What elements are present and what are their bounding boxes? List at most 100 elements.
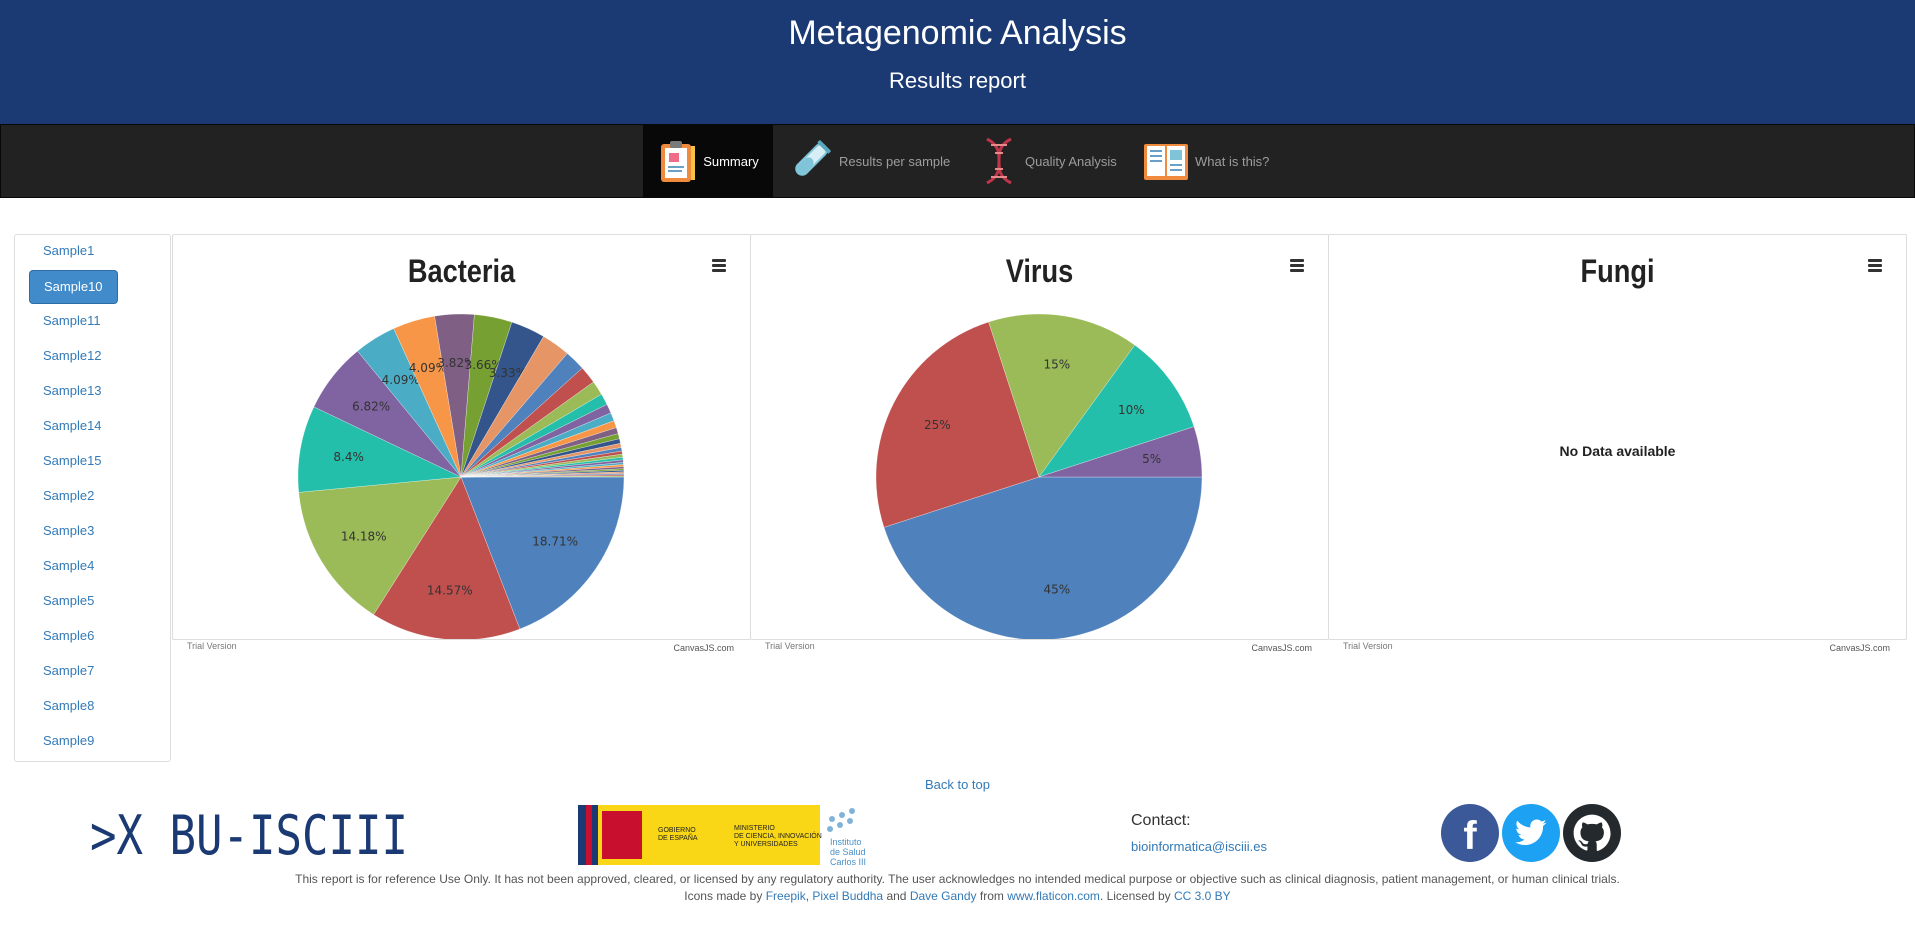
dave-gandy-link[interactable]: Dave Gandy <box>909 889 977 903</box>
chart-menu-icon[interactable] <box>1868 259 1882 272</box>
credit-from: from <box>979 889 1004 903</box>
pie-slice[interactable] <box>1038 426 1203 478</box>
pie-slice-label: 18.71% <box>532 534 578 548</box>
pie-slice-label: 45% <box>1044 583 1071 597</box>
pie-slice[interactable] <box>1038 344 1195 478</box>
trial-version-label: Trial Version <box>765 641 815 651</box>
sidebar-item-sample10[interactable]: Sample10 <box>29 270 118 304</box>
pie-slice-label: 10% <box>1118 403 1145 417</box>
sidebar-item-sample14[interactable]: Sample14 <box>43 418 102 433</box>
virus-chart-title: Virus <box>1005 253 1074 289</box>
pie-slice-label: 4.09% <box>382 373 420 387</box>
credit-licensed: . Licensed by <box>1099 889 1171 903</box>
tab-results-per-sample[interactable]: Results per sample <box>787 125 950 197</box>
bacteria-chart-panel: Bacteria 18.71% 14.57% 14.18% 8.4% 6.82% 4.09… <box>172 234 751 653</box>
sidebar-item-sample6[interactable]: Sample6 <box>43 628 95 643</box>
bu-isciii-logo-text: >X_BU-ISCIII <box>90 806 408 862</box>
sidebar-item-sample3[interactable]: Sample3 <box>43 523 95 538</box>
ministry-text-3: Y UNIVERSIDADES <box>734 841 798 848</box>
dna-icon <box>986 137 1012 185</box>
pie-slice-label: 8.4% <box>333 450 364 464</box>
sidebar-item-sample1[interactable]: Sample1 <box>43 243 95 258</box>
tab-summary-label: Summary <box>703 153 759 169</box>
pie-slice-label: 4.09% <box>409 361 447 375</box>
pie-slice-label: 3.33% <box>489 366 527 380</box>
pie-slice[interactable] <box>373 476 521 639</box>
tab-what-is-this-label: What is this? <box>1195 153 1270 169</box>
page-subtitle: Results report <box>889 68 1026 93</box>
tab-quality-analysis[interactable]: Quality Analysis <box>979 125 1117 197</box>
pie-slice[interactable] <box>988 313 1136 478</box>
virus-chart-panel: Virus 45% 25% 15% 10% 5% Trial Version Canva… <box>750 234 1329 653</box>
tab-what-is-this[interactable]: What is this? <box>1143 125 1269 197</box>
sidebar-item-sample15[interactable]: Sample15 <box>43 453 102 468</box>
sidebar-item-sample7[interactable]: Sample7 <box>43 663 95 678</box>
bacteria-pie-chart: 18.71%14.57%14.18%8.4%6.82%4.09%4.09%3.8… <box>297 313 625 639</box>
icon-credits: Icons made by Freepik, Pixel Buddha and … <box>0 888 1915 905</box>
clipboard-icon <box>661 141 696 182</box>
government-logo: GOBIERNO DE ESPAÑA MINISTERIO DE CIENCIA… <box>578 805 866 867</box>
sidebar-item-sample13[interactable]: Sample13 <box>43 383 102 398</box>
license-link[interactable]: CC 3.0 BY <box>1173 889 1231 903</box>
page-header: Metagenomic Analysis Results report <box>0 0 1915 124</box>
gov-text-1: GOBIERNO <box>658 827 696 834</box>
ministry-text-1: MINISTERIO <box>734 825 775 832</box>
facebook-icon[interactable]: f <box>1441 804 1499 862</box>
tab-results-per-sample-label: Results per sample <box>839 153 951 169</box>
top-navbar: Summary Results per sample Quality Analy… <box>0 124 1915 198</box>
icons-prefix: Icons made by <box>684 889 763 903</box>
fungi-chart-title: Fungi <box>1580 253 1655 289</box>
pie-slice-label: 25% <box>924 418 951 432</box>
pie-slice[interactable] <box>460 475 625 478</box>
no-data-message: No Data available <box>1559 443 1676 459</box>
flaticon-link[interactable]: www.flaticon.com <box>1007 889 1100 903</box>
fungi-chart-panel: Fungi No Data available Trial Version Ca… <box>1328 234 1907 653</box>
bu-isciii-logo: >X_BU-ISCIII <box>90 806 408 862</box>
sidebar-item-sample9[interactable]: Sample9 <box>43 733 95 748</box>
sidebar-item-sample12[interactable]: Sample12 <box>43 348 102 363</box>
canvasjs-credit[interactable]: CanvasJS.com <box>673 643 734 653</box>
canvasjs-credit[interactable]: CanvasJS.com <box>1829 643 1890 653</box>
pie-slice[interactable] <box>883 476 1203 639</box>
test-tube-icon <box>795 140 831 176</box>
isciii-text-3: Carlos III <box>830 857 866 867</box>
freepik-link[interactable]: Freepik <box>765 889 806 903</box>
pie-slice[interactable] <box>460 476 625 630</box>
pie-slice-label: 14.57% <box>427 584 473 598</box>
trial-version-label: Trial Version <box>187 641 237 651</box>
sidebar-item-sample11[interactable]: Sample11 <box>43 313 101 328</box>
pie-slice[interactable] <box>298 476 462 615</box>
tab-summary[interactable]: Summary <box>643 125 773 197</box>
pie-slice-label: 6.82% <box>352 400 390 414</box>
github-icon[interactable] <box>1563 804 1621 862</box>
pie-slice-label: 15% <box>1044 357 1071 371</box>
virus-pie-chart: 45% 25% 15% 10% 5% <box>875 313 1203 639</box>
tab-quality-analysis-label: Quality Analysis <box>1025 153 1117 169</box>
back-to-top-link[interactable]: Back to top <box>924 777 991 792</box>
pie-slice-label: 14.18% <box>341 530 387 544</box>
isciii-text-2: de Salud <box>830 847 866 857</box>
sidebar-item-sample5[interactable]: Sample5 <box>43 593 95 608</box>
sidebar-item-sample4[interactable]: Sample4 <box>43 558 95 573</box>
credit-and: and <box>886 889 907 903</box>
pie-slice[interactable] <box>297 406 462 493</box>
isciii-text-1: Instituto <box>830 837 862 847</box>
credit-separator: , <box>805 889 810 903</box>
canvasjs-credit[interactable]: CanvasJS.com <box>1251 643 1312 653</box>
contact-email-link[interactable]: bioinformatica@isciii.es <box>1131 839 1268 854</box>
trial-version-label: Trial Version <box>1343 641 1393 651</box>
pie-slice[interactable] <box>875 321 1040 528</box>
twitter-icon[interactable] <box>1502 804 1560 862</box>
sidebar-item-sample8[interactable]: Sample8 <box>43 698 95 713</box>
book-icon <box>1144 144 1188 180</box>
page-title: Metagenomic Analysis <box>788 14 1127 52</box>
chart-menu-icon[interactable] <box>1290 259 1304 272</box>
pie-slice-label: 3.66% <box>465 358 503 372</box>
pie-slice-label: 3.82% <box>437 356 475 370</box>
disclaimer-text: This report is for reference Use Only. I… <box>295 872 1620 886</box>
pixel-buddha-link[interactable]: Pixel Buddha <box>812 889 884 903</box>
isciii-logo-icon <box>827 808 855 832</box>
sidebar-item-sample2[interactable]: Sample2 <box>43 488 95 503</box>
footer-disclaimer: This report is for reference Use Only. I… <box>0 871 1915 905</box>
chart-menu-icon[interactable] <box>712 259 726 272</box>
